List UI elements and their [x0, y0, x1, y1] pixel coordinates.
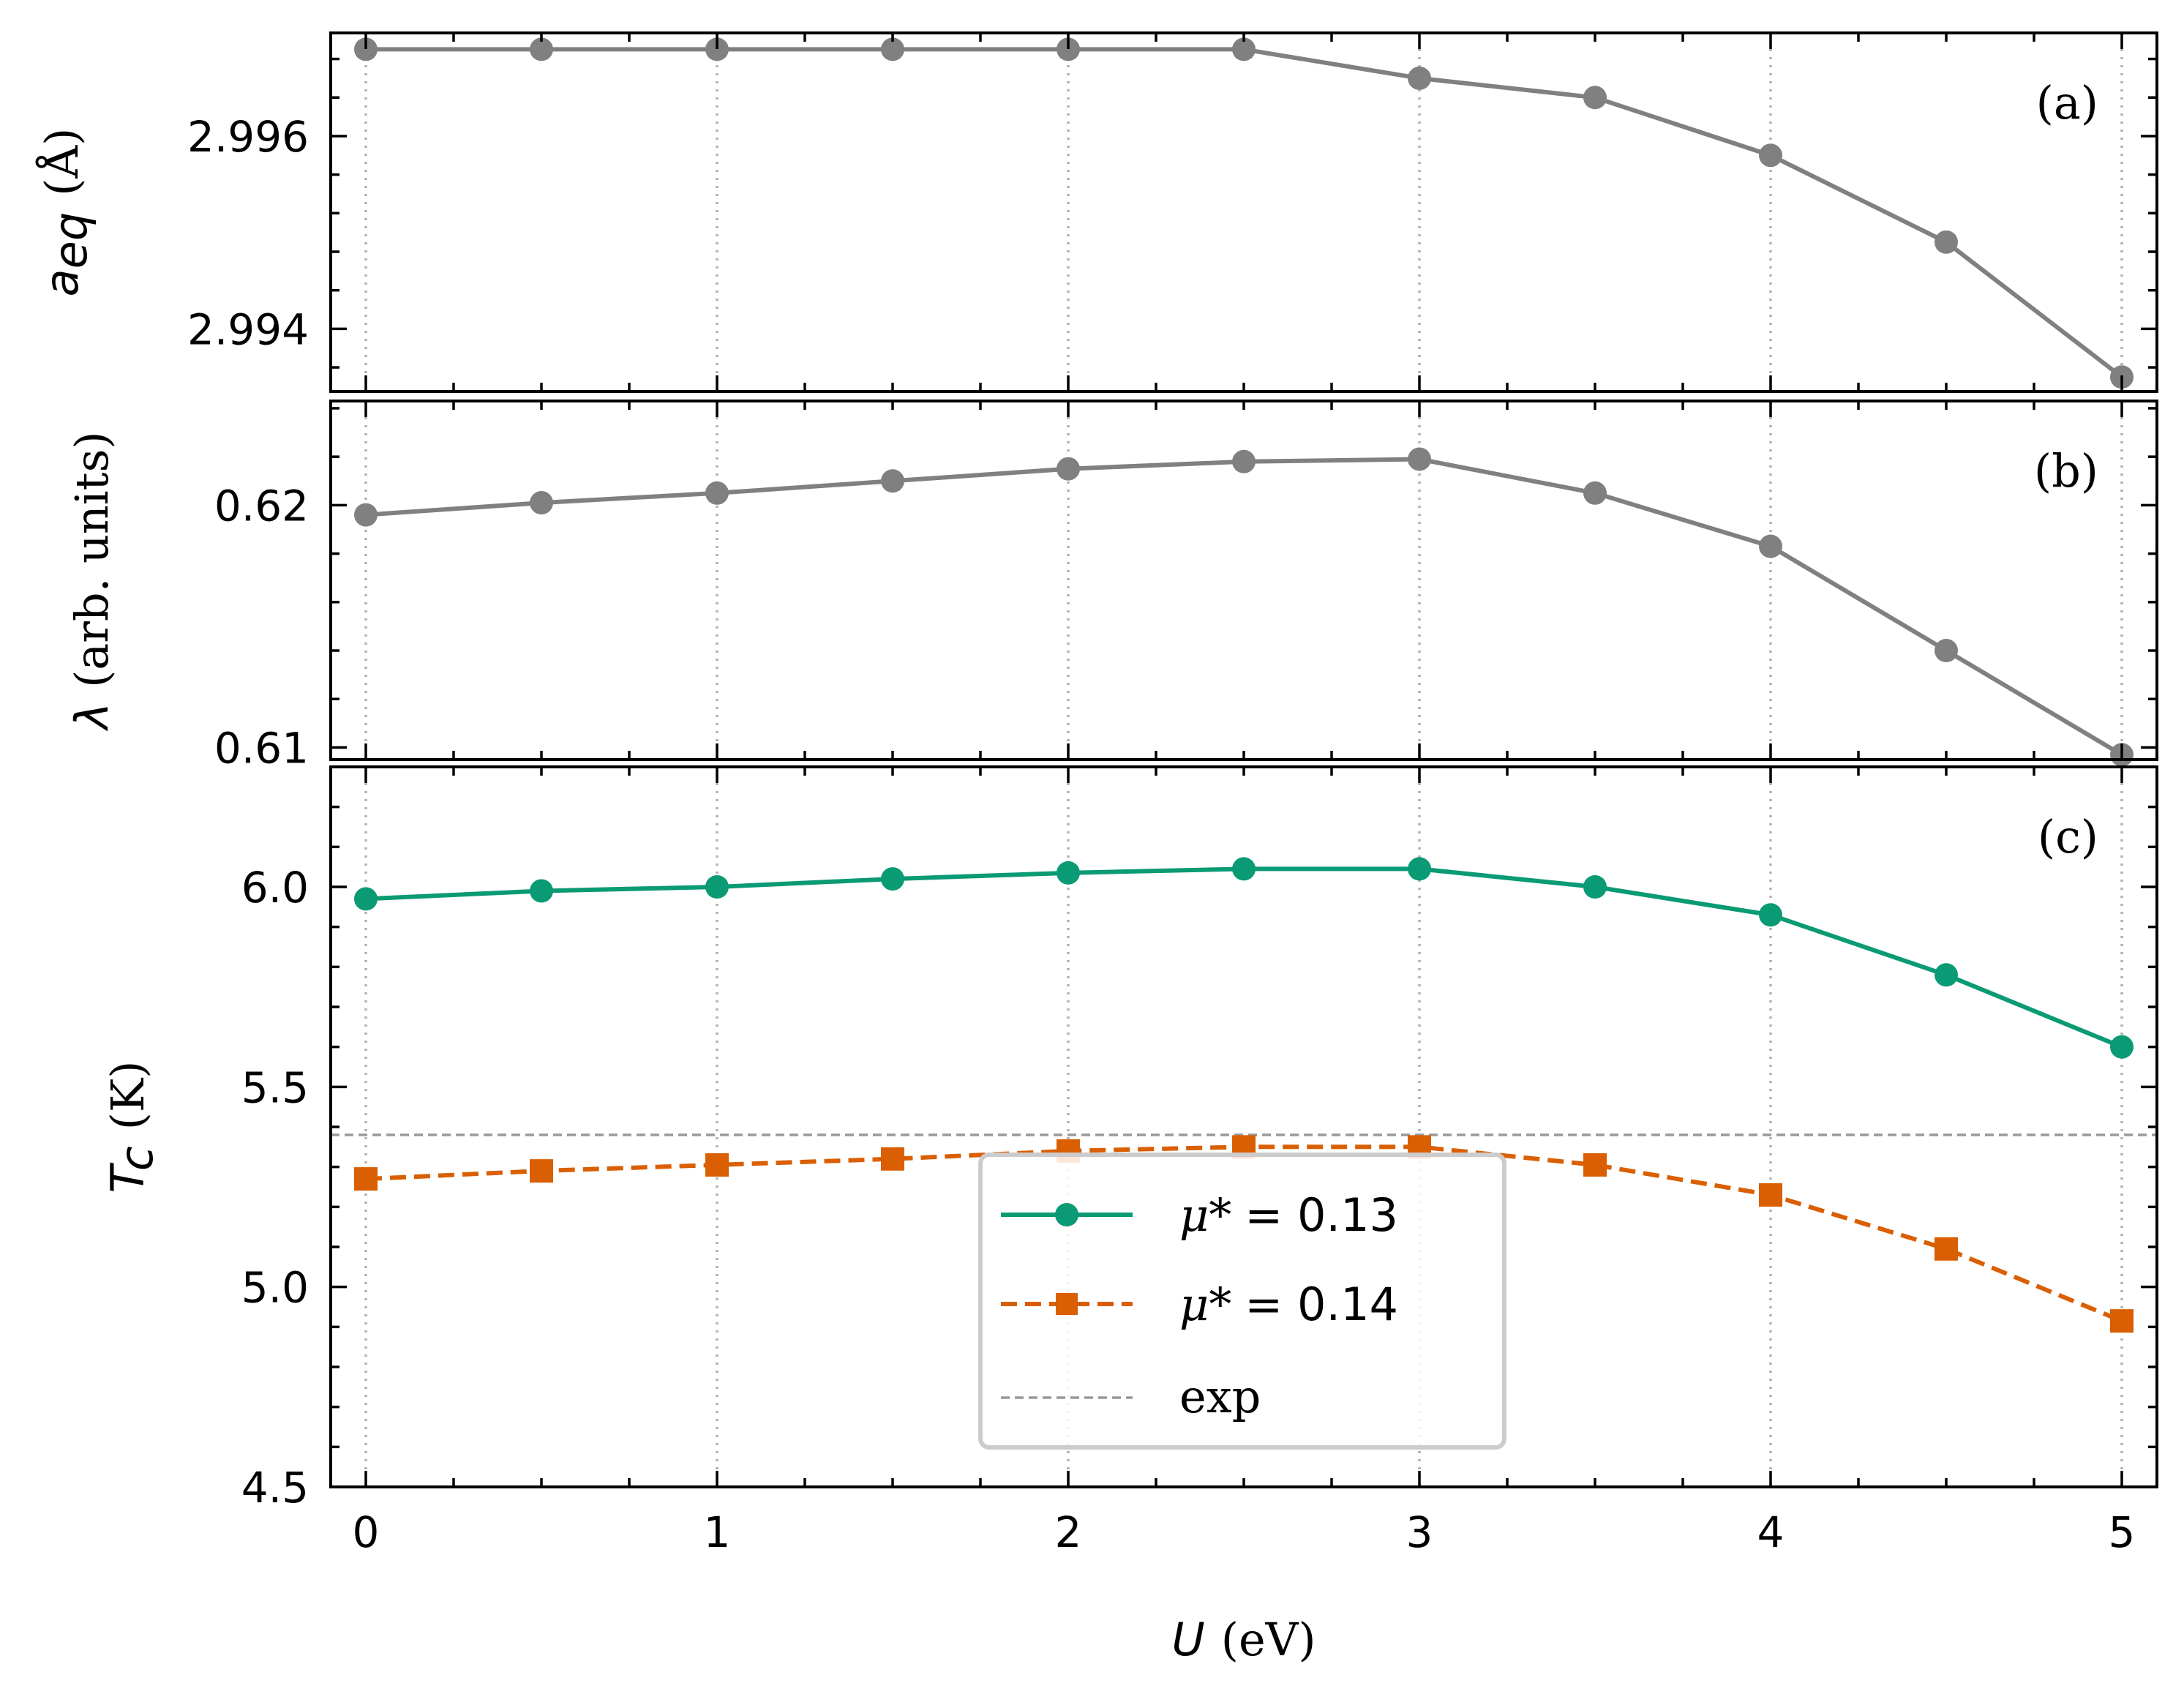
- panel-b-series: [354, 447, 2134, 767]
- panel-a-series: [354, 37, 2134, 389]
- panel-c-series-1-point-10: [2110, 1309, 2134, 1333]
- panel-b-series-0-line: [365, 457, 2123, 757]
- x-axis-label: U (eV): [1171, 1613, 1316, 1666]
- panel-a-ylabel-main: a: [35, 269, 89, 296]
- panel-c-series-0-point-10: [2110, 1035, 2134, 1059]
- panel-c-series-1-point-8: [1759, 1183, 1782, 1207]
- panel-b-series-0-point-7: [1583, 481, 1607, 505]
- panel-b-series-0-point-4: [1057, 457, 1080, 481]
- panel-a: 2.994 2.996 (a) aeq (Å): [35, 31, 2158, 393]
- panel-a-series-0-point-2: [705, 37, 729, 61]
- legend-label-exp: exp: [1179, 1370, 1261, 1423]
- panel-c-series-0-point-1: [530, 879, 553, 903]
- panel-c-series-0-point-0: [354, 887, 378, 911]
- panel-a-grid: [364, 33, 2123, 391]
- y-tick-label-2.994: 2.994: [187, 304, 309, 354]
- panel-c-series-1-point-2: [705, 1153, 729, 1177]
- panel-a-series-0-point-7: [1583, 86, 1607, 110]
- x-tick-label-3: 3: [1406, 1507, 1433, 1557]
- panel-c-series-0-point-7: [1583, 875, 1607, 899]
- x-axis-label-main: U: [1171, 1613, 1204, 1666]
- panel-c-ylabel: Tc(K): [101, 1060, 163, 1193]
- y-tick-label-6.0: 6.0: [241, 863, 309, 913]
- panel-b-ticks: 0.61 0.62: [214, 401, 2157, 773]
- panel-a-series-0-point-4: [1057, 37, 1080, 61]
- panel-b-series-0-point-6: [1408, 447, 1431, 471]
- panel-b: 0.61 0.62 (b) λ (arb. units): [65, 400, 2158, 773]
- panel-c-series-1-point-3: [881, 1147, 904, 1171]
- y-tick-label-2.996: 2.996: [187, 112, 309, 162]
- legend-label-mu-0-14: μ* = 0.14: [1179, 1278, 1398, 1331]
- panel-c-series-1-point-1: [530, 1159, 553, 1183]
- x-tick-label-1: 1: [704, 1507, 731, 1557]
- panel-a-series-0-point-5: [1232, 37, 1256, 61]
- x-tick-label-0: 0: [353, 1507, 380, 1557]
- panel-c-series-0-point-3: [881, 867, 904, 891]
- legend: μ* = 0.13 μ* = 0.14 exp: [978, 1153, 1506, 1450]
- panel-b-ylabel: λ (arb. units): [65, 431, 119, 731]
- panel-b-series-0-point-5: [1232, 449, 1256, 473]
- y-tick-label-4.5: 4.5: [241, 1463, 309, 1513]
- panel-c-series-1-point-7: [1583, 1153, 1607, 1177]
- legend-entry-mu-0-14: μ* = 0.14: [1001, 1278, 1398, 1331]
- panel-b-tag: (b): [2034, 444, 2098, 498]
- panel-a-series-0-point-1: [530, 37, 553, 61]
- legend-box: [978, 1153, 1506, 1450]
- panel-a-tag: (a): [2036, 76, 2098, 130]
- panel-c-ylabel-unit: (K): [101, 1060, 154, 1130]
- legend-label-mu-0-13: μ* = 0.13: [1179, 1188, 1398, 1242]
- panel-a-series-0-point-3: [881, 37, 904, 61]
- panel-c-series-0-point-9: [1935, 963, 1958, 987]
- panel-c-series-0-point-4: [1057, 861, 1080, 885]
- panel-a-series-0-point-8: [1759, 143, 1782, 168]
- panel-b-ylabel-symbol: λ: [65, 702, 119, 732]
- panel-b-series-0-point-8: [1759, 534, 1782, 558]
- panel-c-ticks: 4.5 5.0 5.5 6.0 0 1 2 3 4 5: [241, 765, 2157, 1557]
- panel-c: 4.55.05.56.00 1 2 3 4 5 (c) Tc(K) U (eV): [101, 765, 2158, 1666]
- panel-a-series-0-point-6: [1408, 66, 1431, 90]
- legend-symbol-mu-0-14: μ*: [1179, 1278, 1231, 1331]
- legend-value-mu-0-13: = 0.13: [1245, 1188, 1398, 1242]
- panel-a-ylabel-sub: eq: [44, 212, 97, 269]
- y-tick-label-5.5: 5.5: [241, 1063, 309, 1112]
- panel-b-series-0-point-0: [354, 503, 378, 527]
- legend-entry-mu-0-13: μ* = 0.13: [1001, 1188, 1398, 1242]
- x-tick-label-4: 4: [1757, 1507, 1785, 1557]
- x-tick-label-2: 2: [1055, 1507, 1082, 1557]
- panel-c-tag: (c): [2038, 810, 2098, 863]
- panel-c-series: [354, 857, 2134, 1333]
- legend-marker-mu-0-14: [1056, 1293, 1078, 1315]
- panel-c-series-0-point-8: [1759, 903, 1782, 927]
- panel-a-ticks: 2.994 2.996: [187, 33, 2157, 391]
- panel-b-series-0-point-1: [530, 491, 553, 515]
- panel-c-series-0-point-5: [1232, 857, 1256, 881]
- panel-a-series-0-line: [366, 47, 2123, 379]
- panel-b-series-0-point-3: [881, 469, 904, 493]
- x-tick-label-5: 5: [2109, 1507, 2136, 1557]
- y-tick-label-0.62: 0.62: [214, 481, 309, 531]
- legend-symbol-mu-0-13: μ*: [1179, 1188, 1231, 1242]
- y-tick-label-0.61: 0.61: [214, 723, 309, 773]
- legend-marker-mu-0-13: [1055, 1203, 1078, 1226]
- y-tick-label-5.0: 5.0: [241, 1263, 309, 1313]
- panel-a-ylabel-unit: (Å): [35, 128, 89, 196]
- legend-value-mu-0-14: = 0.14: [1245, 1278, 1398, 1331]
- panel-c-series-0-point-2: [705, 875, 729, 899]
- panel-c-series-0-point-6: [1408, 857, 1431, 881]
- panel-a-series-0-point-9: [1935, 230, 1958, 254]
- panel-b-grid: [364, 401, 2123, 760]
- panel-b-ylabel-text: (arb. units): [65, 431, 119, 688]
- panel-c-ylabel-sub: c: [110, 1146, 163, 1171]
- x-axis-label-unit: (eV): [1221, 1613, 1316, 1666]
- panel-c-series-1-point-0: [354, 1167, 378, 1191]
- panel-a-ylabel: aeq (Å): [35, 128, 97, 297]
- legend-entry-exp: exp: [1001, 1370, 1261, 1423]
- panel-c-series-1-point-9: [1935, 1237, 1958, 1261]
- panel-b-series-0-point-9: [1935, 639, 1958, 663]
- panel-c-series-0-line: [365, 866, 2123, 1049]
- panel-b-series-0-point-2: [705, 481, 729, 505]
- panel-a-series-0-point-0: [354, 37, 378, 61]
